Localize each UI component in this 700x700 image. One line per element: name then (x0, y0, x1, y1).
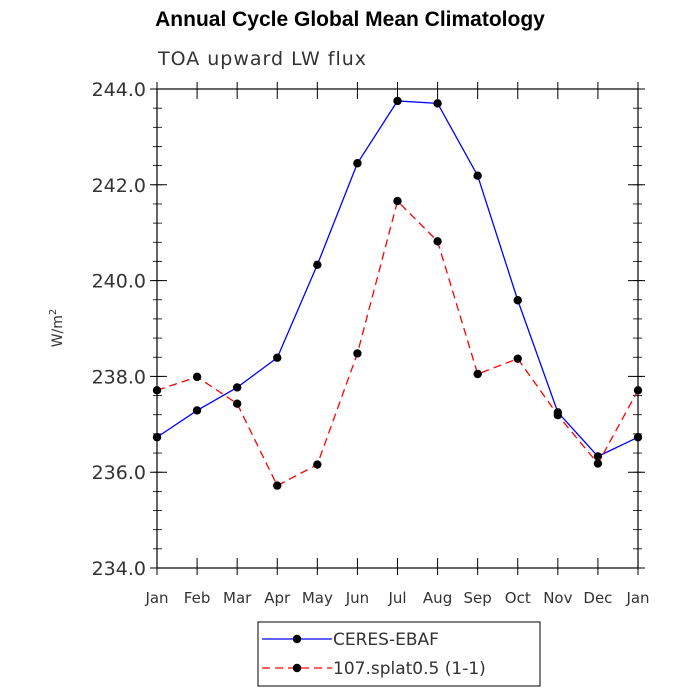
data-point-series-2 (593, 459, 603, 468)
data-point-series-2 (433, 237, 442, 246)
chart-subtitle: TOA upward LW flux (158, 48, 368, 70)
data-point-series-1 (473, 171, 482, 180)
x-tick-label: Apr (264, 589, 291, 607)
legend: CERES-EBAF 107.splat0.5 (1-1) (257, 621, 541, 687)
series-layer (152, 96, 643, 490)
x-tick-label: Jul (387, 589, 406, 607)
minor-ticks (153, 88, 642, 569)
x-tick-label: Aug (423, 589, 452, 607)
x-tick-label: May (302, 589, 333, 607)
data-point-series-2 (473, 369, 482, 379)
x-tick-label: Dec (583, 589, 612, 607)
plot-frame (156, 88, 639, 569)
series-line-2 (156, 199, 639, 487)
data-point-series-1 (313, 260, 322, 269)
data-point-series-2 (353, 349, 362, 358)
x-tick-labels: Jan Feb Mar Apr May Jun Jul Aug Sep Oct Nov Dec Jan (144, 589, 649, 607)
data-point-series-1 (273, 353, 282, 362)
data-point-series-2 (553, 410, 563, 420)
y-tick-label: 240.0 (92, 271, 146, 293)
x-tick-label: Sep (464, 589, 492, 607)
data-point-series-2 (393, 196, 402, 206)
major-ticks (150, 82, 645, 575)
data-point-series-1 (232, 383, 242, 392)
legend-box (257, 621, 541, 687)
legend-marker-2 (292, 663, 302, 673)
legend-label-2: 107.splat0.5 (1-1) (333, 659, 486, 679)
x-tick-label: Jan (625, 589, 649, 607)
x-tick-label: Jan (144, 589, 168, 607)
x-tick-label: Nov (543, 589, 572, 607)
data-point-series-1 (513, 296, 522, 305)
y-tick-label: 234.0 (92, 558, 146, 580)
y-tick-label: 236.0 (92, 462, 146, 484)
data-point-series-1 (633, 433, 643, 442)
data-point-series-1 (433, 99, 442, 108)
data-point-series-1 (393, 96, 402, 106)
y-tick-labels: 234.0 236.0 238.0 240.0 242.0 244.0 (92, 79, 146, 580)
series-line-1 (156, 100, 639, 458)
y-tick-label: 244.0 (92, 79, 146, 101)
data-point-series-2 (313, 460, 322, 469)
data-point-series-1 (152, 433, 162, 442)
data-point-series-2 (513, 354, 522, 363)
x-tick-label: Feb (184, 589, 211, 607)
data-point-series-2 (273, 481, 282, 490)
y-tick-label: 238.0 (92, 366, 146, 388)
legend-label-1: CERES-EBAF (333, 630, 439, 650)
y-axis-label: W/m2 (48, 309, 66, 348)
chart-title: Annual Cycle Global Mean Climatology (155, 8, 545, 31)
data-point-series-2 (152, 386, 162, 395)
data-point-series-1 (353, 159, 362, 168)
x-tick-label: Oct (505, 589, 531, 607)
data-point-series-1 (192, 406, 202, 415)
x-tick-label: Jun (345, 589, 369, 607)
data-point-series-2 (192, 372, 202, 382)
x-tick-label: Mar (223, 589, 252, 607)
data-point-series-2 (633, 386, 643, 395)
legend-marker-1 (292, 634, 302, 644)
data-point-series-2 (232, 399, 242, 408)
y-tick-label: 242.0 (92, 175, 146, 197)
